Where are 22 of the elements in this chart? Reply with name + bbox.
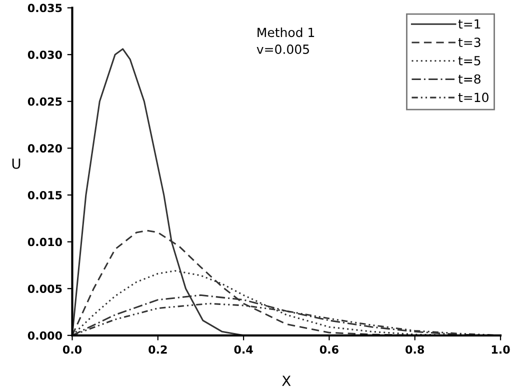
legend-label: t=8 bbox=[458, 74, 480, 84]
x-tick-label: 0.8 bbox=[406, 345, 424, 354]
y-tick-label: 0.025 bbox=[28, 97, 62, 106]
x-tick-label: 0.2 bbox=[148, 345, 167, 354]
x-tick-label: 0.6 bbox=[320, 345, 338, 354]
legend-label: t=10 bbox=[458, 92, 488, 102]
legend-label: t=5 bbox=[458, 56, 480, 66]
y-tick-label: 0.010 bbox=[28, 238, 62, 246]
annotation: Method 1 v=0.005 bbox=[256, 27, 314, 54]
legend-label: t=1 bbox=[458, 19, 480, 29]
y-tick-label: 0.000 bbox=[28, 331, 62, 340]
x-axis-title: X bbox=[282, 376, 291, 386]
x-tick-label: 1.0 bbox=[492, 345, 510, 354]
legend-label: t=3 bbox=[458, 38, 480, 48]
y-tick-label: 0.020 bbox=[28, 144, 62, 153]
x-tick-label: 0.0 bbox=[62, 345, 82, 354]
y-tick-label: 0.035 bbox=[28, 4, 62, 12]
y-tick-label: 0.030 bbox=[28, 50, 62, 59]
x-tick-label: 0.4 bbox=[234, 345, 253, 354]
y-axis-title: U bbox=[12, 158, 20, 169]
y-tick-label: 0.015 bbox=[28, 190, 62, 200]
y-tick-label: 0.005 bbox=[28, 284, 62, 293]
